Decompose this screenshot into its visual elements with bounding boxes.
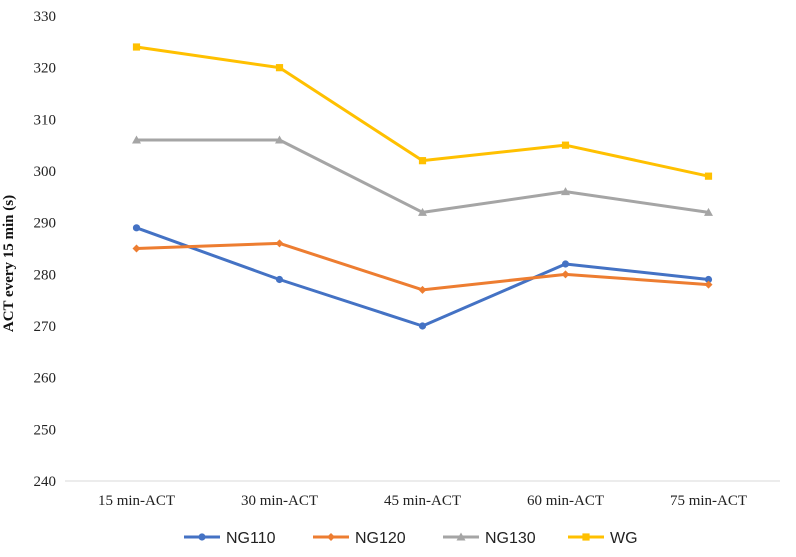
y-tick-label: 320	[34, 61, 57, 77]
y-axis-label: ACT every 15 min (s)	[1, 195, 17, 332]
legend-marker-ng110	[198, 533, 206, 541]
series-line-ng120	[135, 241, 710, 292]
data-point-ng120	[132, 244, 141, 253]
y-tick-label: 260	[34, 371, 57, 387]
data-point-ng130	[704, 207, 713, 216]
legend-marker-ng130	[456, 532, 466, 541]
legend-label-ng120: NG120	[355, 530, 406, 547]
x-tick-label: 60 min-ACT	[527, 493, 604, 509]
data-point-ng110	[704, 275, 713, 284]
legend-marker-ng120	[327, 533, 335, 541]
series-group	[132, 43, 713, 330]
data-point-ng120	[704, 280, 713, 289]
data-point-ng110	[275, 275, 284, 284]
y-tick-label: 290	[34, 216, 57, 232]
series-line-ng130	[135, 138, 710, 214]
data-point-ng110	[561, 260, 570, 268]
data-point-wg	[561, 141, 570, 149]
x-tick-labels: 15 min-ACT 30 min-ACT 45 min-ACT 60 min-ACT…	[98, 493, 747, 509]
y-tick-label: 270	[34, 319, 57, 335]
x-tick-label: 45 min-ACT	[384, 493, 461, 509]
legend-label-wg: WG	[610, 530, 638, 547]
x-tick-label: 75 min-ACT	[670, 493, 747, 509]
data-point-ng110	[418, 322, 427, 330]
y-tick-label: 280	[34, 267, 57, 283]
legend-label-ng110: NG110	[226, 530, 276, 547]
y-tick-label: 250	[34, 422, 57, 438]
data-point-ng120	[275, 239, 284, 248]
y-tick-labels: 240 250 260 270 280 290 300 310 320 330	[34, 9, 57, 490]
x-tick-label: 15 min-ACT	[98, 493, 175, 509]
series-line-wg	[135, 45, 710, 178]
y-tick-label: 330	[34, 9, 57, 25]
data-point-ng120	[561, 270, 570, 279]
data-point-ng130	[275, 135, 284, 144]
data-point-ng130	[418, 207, 427, 216]
legend-label-ng130: NG130	[485, 530, 536, 547]
data-point-ng130	[561, 187, 570, 196]
data-point-wg	[418, 157, 427, 165]
x-tick-label: 30 min-ACT	[241, 493, 318, 509]
legend: NG110 NG120 NG130 WG	[184, 530, 638, 547]
data-point-ng130	[132, 135, 141, 144]
data-point-ng120	[418, 285, 427, 294]
series-line-ng110	[135, 226, 710, 328]
legend-marker-wg	[582, 533, 590, 541]
data-point-wg	[275, 64, 284, 72]
y-tick-label: 240	[34, 474, 57, 490]
data-point-ng110	[132, 224, 141, 232]
y-tick-label: 310	[34, 112, 57, 128]
y-tick-label: 300	[34, 164, 57, 180]
data-point-wg	[704, 172, 713, 180]
data-point-wg	[132, 43, 141, 51]
